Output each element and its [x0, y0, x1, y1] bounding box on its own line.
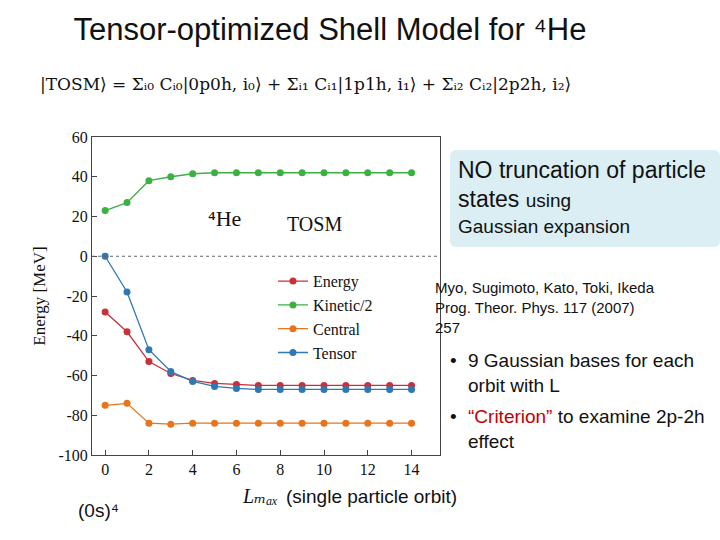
html-text:|TOSM⟩ = Σᵢ₀ Cᵢ₀|0p0h, i₀⟩ + Σ: |TOSM⟩ = Σᵢ₀ Cᵢ₀|0p0h, i₀⟩ + Σᵢ₁ Cᵢ₁|1p1… — [40, 74, 572, 94]
svg-text:⁴He: ⁴He — [208, 206, 241, 231]
svg-text:8: 8 — [276, 461, 284, 478]
svg-text:14: 14 — [404, 461, 420, 478]
svg-text:0: 0 — [101, 461, 109, 478]
svg-text:40: 40 — [72, 168, 88, 185]
svg-text:0: 0 — [80, 248, 88, 265]
svg-text:4: 4 — [189, 461, 197, 478]
svg-text:-80: -80 — [66, 407, 87, 424]
html-text:(0s)⁴: (0s)⁴ — [78, 500, 119, 521]
svg-text:60: 60 — [72, 129, 88, 146]
svg-text:Kinetic/2: Kinetic/2 — [313, 297, 373, 314]
svg-text:-60: -60 — [66, 367, 87, 384]
svg-text:Lₘₐₓ: Lₘₐₓ — [242, 485, 278, 507]
svg-text:-20: -20 — [66, 288, 87, 305]
svg-text:-100: -100 — [58, 447, 87, 464]
svg-text:12: 12 — [360, 461, 376, 478]
html-text:NO truncation of particle stat: NO truncation of particle statesusing — [458, 157, 706, 212]
svg-text:Energy [MeV]: Energy [MeV] — [30, 246, 49, 345]
html-text:Prog. Theor. Phys. 117 (2007): Prog. Theor. Phys. 117 (2007) — [435, 299, 635, 316]
html-text:“Criterion” to examine 2p-2h e: “Criterion” to examine 2p-2h effect — [468, 406, 705, 452]
svg-text:-40: -40 — [66, 327, 87, 344]
html-text:Tensor-optimized Shell Model f: Tensor-optimized Shell Model for ⁴He — [73, 12, 587, 47]
html-text:9 Gaussian bases for each orbi: 9 Gaussian bases for each orbit with L — [468, 350, 694, 396]
svg-text:20: 20 — [72, 208, 88, 225]
html-text:257: 257 — [435, 319, 460, 336]
svg-text:Tensor: Tensor — [313, 345, 357, 362]
svg-text:2: 2 — [145, 461, 153, 478]
html-text:Gaussian expansion: Gaussian expansion — [458, 216, 631, 237]
html-text:(single particle orbit): (single particle orbit) — [286, 486, 458, 507]
svg-text:Central: Central — [313, 321, 361, 338]
svg-text:6: 6 — [232, 461, 240, 478]
svg-text:Energy: Energy — [313, 273, 359, 291]
svg-text:10: 10 — [316, 461, 332, 478]
svg-text:TOSM: TOSM — [287, 213, 342, 235]
html-text:Myo, Sugimoto, Kato, Toki, Ike: Myo, Sugimoto, Kato, Toki, Ikeda — [435, 279, 654, 296]
